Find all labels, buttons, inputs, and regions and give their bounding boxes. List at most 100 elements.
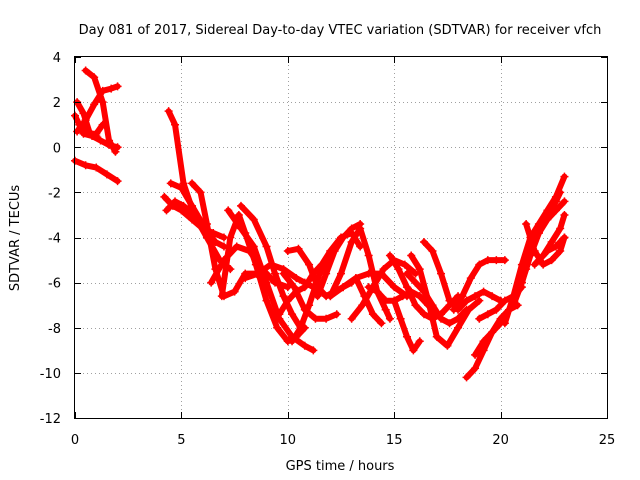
data-point [339,283,348,292]
data-point [262,296,271,305]
data-point [96,136,105,145]
data-point [160,192,169,201]
data-point [171,120,180,129]
data-point [390,283,399,292]
data-point [475,260,484,269]
data-point [479,287,488,296]
data-point [75,120,84,129]
data-point [179,201,188,210]
data-point [415,292,424,301]
y-tick-label: -4 [48,232,61,247]
data-point [500,319,509,328]
data-point [424,296,433,305]
x-tick-label: 20 [492,433,509,448]
data-point [402,332,411,341]
data-point [90,73,99,82]
data-point [90,100,99,109]
y-tick-label: -12 [40,412,61,427]
data-point [166,179,175,188]
data-point [517,278,526,287]
data-point [462,373,471,382]
data-point [81,161,90,170]
series-trace [535,234,568,264]
data-point [279,292,288,301]
data-point [454,323,463,332]
data-point [322,269,331,278]
data-point [347,224,356,233]
data-point [330,247,339,256]
data-point [305,260,314,269]
series-arc-05 [71,156,122,186]
data-point [415,265,424,274]
data-point [358,301,367,310]
data-point [394,265,403,274]
x-tick-label: 15 [386,433,403,448]
data-point [188,201,197,210]
data-point [360,292,369,301]
series-arc-06 [75,120,101,140]
data-point [543,247,552,256]
data-point [313,292,322,301]
data-point [266,260,275,269]
data-point [351,274,360,283]
data-point [551,242,560,251]
data-point [488,292,497,301]
data-point [105,136,114,145]
data-point [83,127,92,136]
series-arc-03 [81,66,120,156]
tick-labels: 0 5 10 15 20 25 -12 -10 -8 -6 -4 -2 0 2 4 [40,51,616,448]
data-point [332,310,341,319]
data-point [254,269,263,278]
series-trace [327,225,393,322]
data-point [471,350,480,359]
data-point [107,84,116,93]
data-point [409,346,418,355]
data-point [241,228,250,237]
data-point [509,301,518,310]
data-point [556,247,565,256]
y-tick-label: -10 [40,367,61,382]
grid-lines [75,57,607,418]
data-point [337,269,345,278]
data-point [347,238,356,247]
y-tick-label: 4 [53,51,61,66]
data-point [224,206,233,215]
data-point [464,305,473,314]
series-arc-32 [449,256,509,314]
y-tick-label: -8 [48,322,61,337]
data-point [402,269,411,278]
data-point [102,170,111,179]
data-point [534,228,543,237]
x-tick-label: 0 [71,433,79,448]
data-point [492,305,501,314]
data-point [377,319,386,328]
data-point [560,233,569,242]
data-point [543,210,552,219]
data-point [188,179,197,188]
data-point [539,260,548,269]
chart-title: Day 081 of 2017, Sidereal Day-to-day VTE… [79,23,602,38]
data-point [381,296,390,305]
data-point [326,292,335,301]
data-point [534,256,543,265]
data-point [171,197,180,206]
axis-ticks [75,57,608,419]
data-series [71,66,569,382]
data-point [322,314,331,323]
data-point [551,197,560,206]
y-tick-label: 2 [53,96,61,111]
data-point [196,188,205,197]
data-point [283,247,292,256]
series-arc-28 [390,296,424,355]
data-point [309,346,318,355]
data-point [364,251,373,260]
series-trace [280,270,340,322]
data-point [471,292,480,301]
data-point [207,278,216,287]
data-point [300,283,309,292]
x-axis-label: GPS time / hours [286,459,395,474]
y-tick-label: -6 [48,277,61,292]
data-point [347,314,356,323]
series-arc-41 [534,233,569,265]
